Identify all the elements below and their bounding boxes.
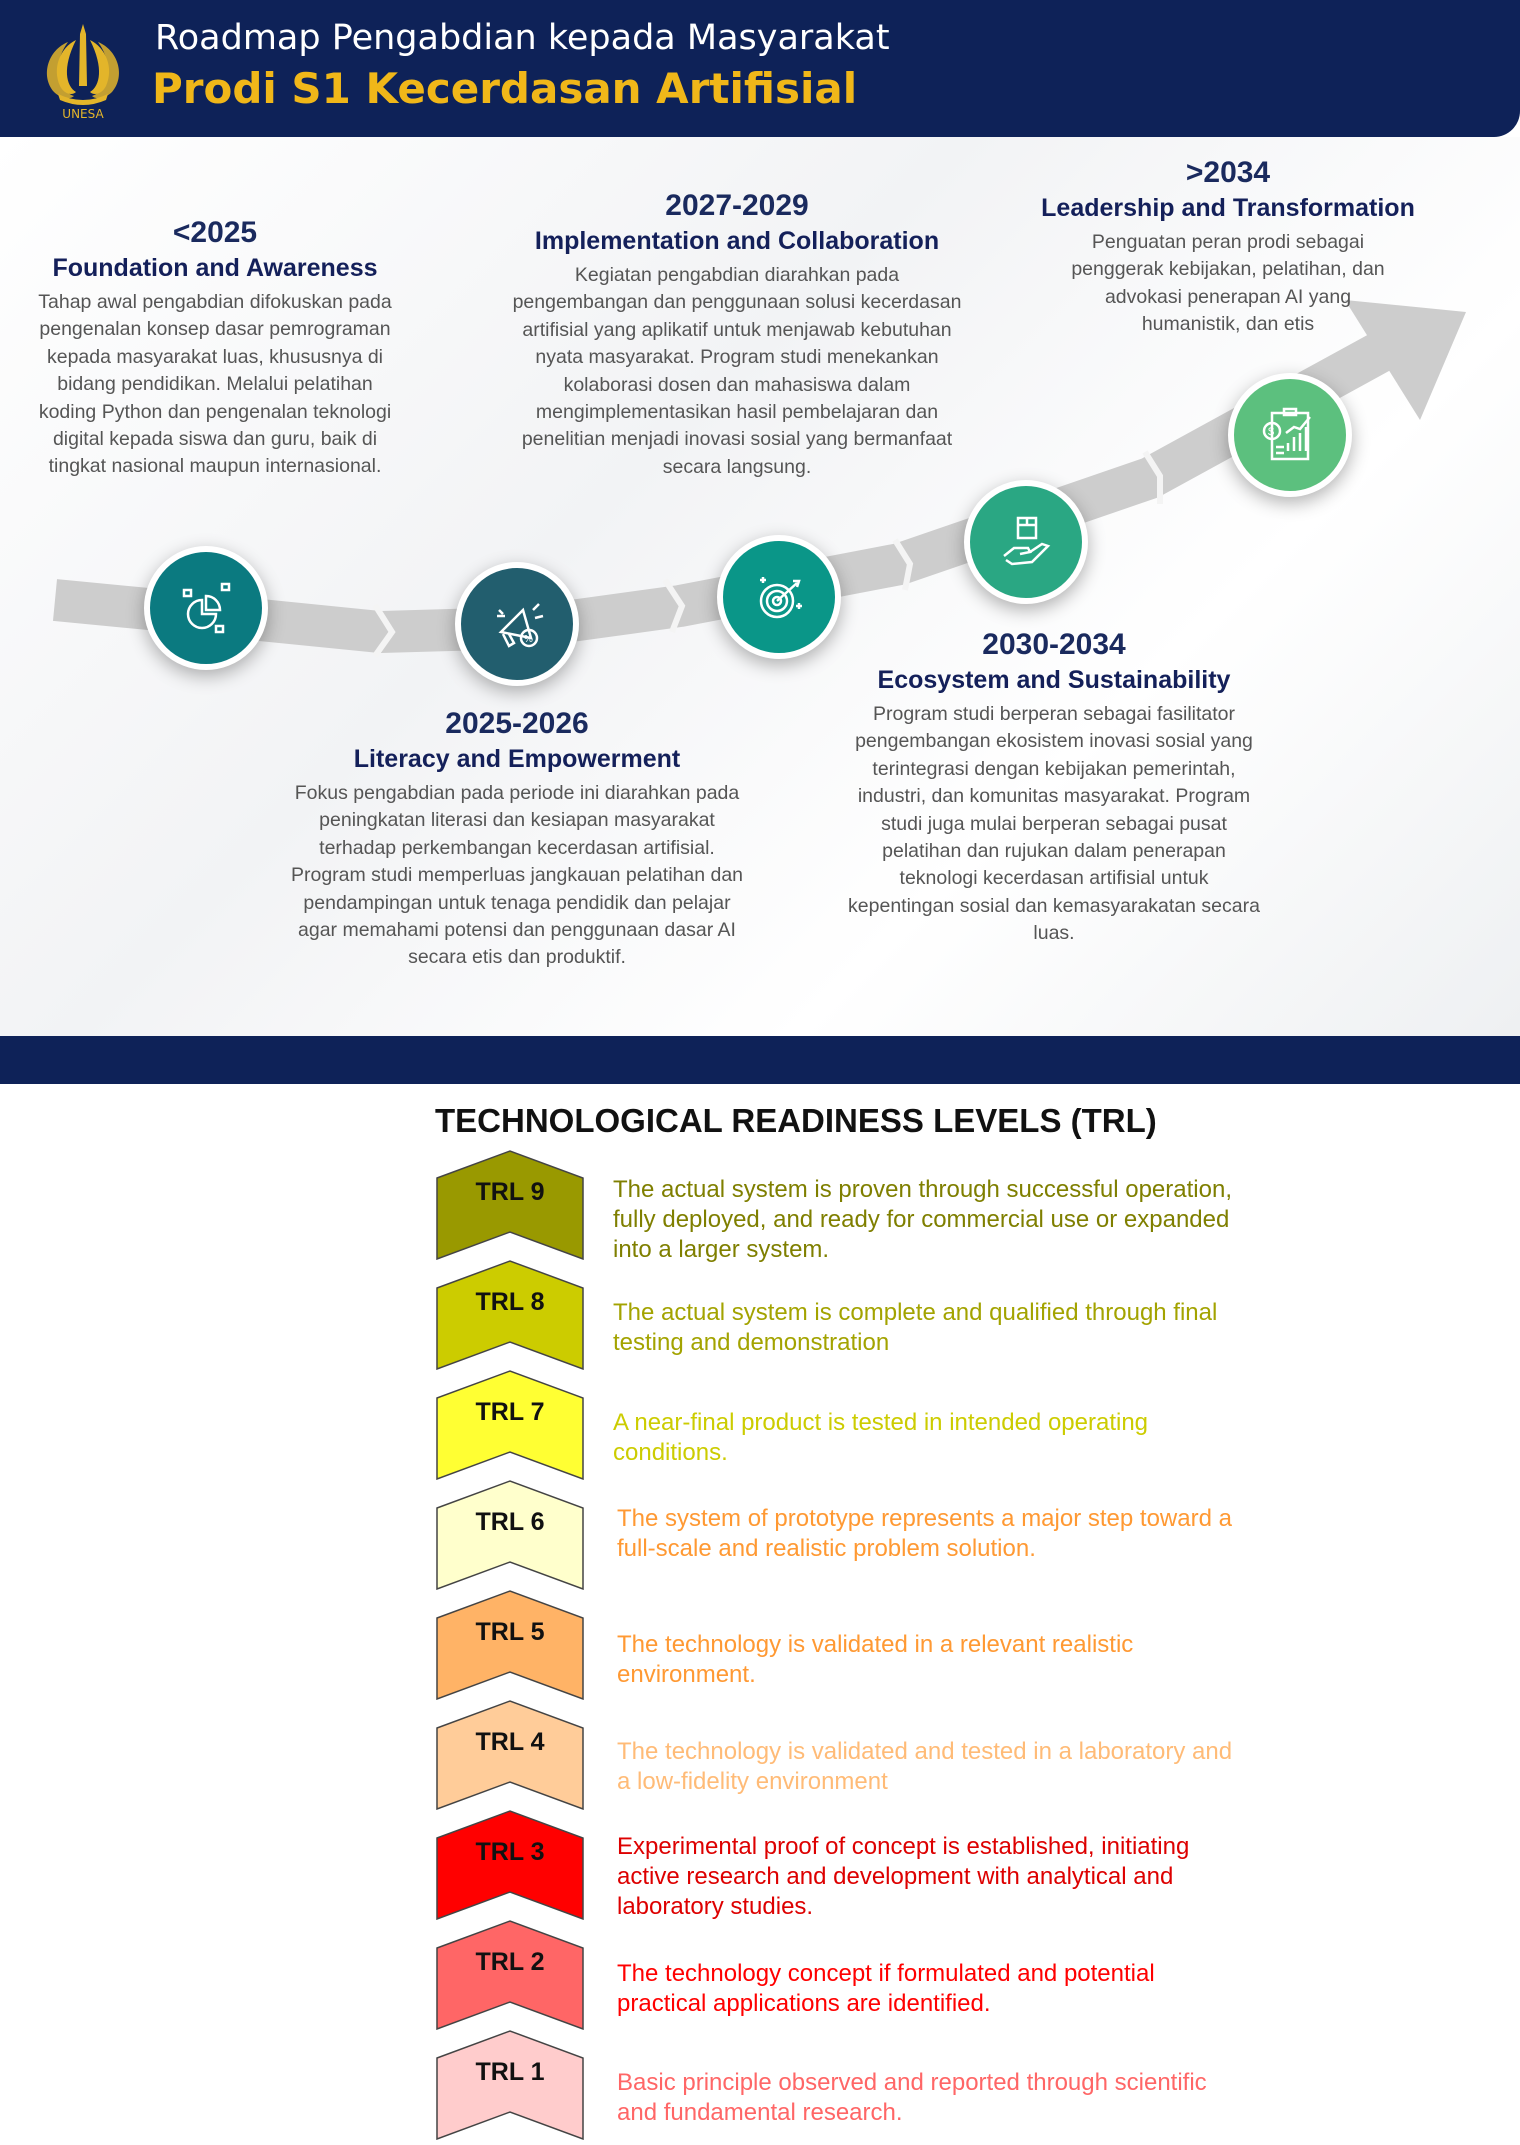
trl-description: The actual system is proven through succ… xyxy=(613,1176,1232,1263)
milestone-body: Fokus pengabdian pada periode ini diarah… xyxy=(290,782,744,969)
milestone-post-2034: >2034 Leadership and Transformation Peng… xyxy=(998,155,1458,339)
svg-text:$: $ xyxy=(1268,426,1274,438)
milestone-2030-2034: 2030-2034 Ecosystem and Sustainability P… xyxy=(824,627,1284,948)
trl-label: TRL 6 xyxy=(475,1508,545,1536)
megaphone-icon: % xyxy=(455,562,579,686)
milestone-title: Literacy and Empowerment xyxy=(353,745,681,773)
hand-box-icon xyxy=(964,480,1088,604)
trl-chevron: TRL 7 xyxy=(436,1370,584,1481)
pie-chart-analysis-icon xyxy=(144,546,268,670)
svg-text:%: % xyxy=(524,634,533,645)
section-divider-band xyxy=(0,1036,1520,1084)
trl-label: TRL 4 xyxy=(475,1728,545,1756)
trl-description: Basic principle observed and reported th… xyxy=(617,2069,1207,2126)
trl-description: The system of prototype represents a maj… xyxy=(617,1505,1232,1562)
page-subtitle: Prodi S1 Kecerdasan Artifisial xyxy=(152,64,858,113)
page-title: Roadmap Pengabdian kepada Masyarakat xyxy=(155,18,890,58)
trl-chevron: TRL 6 xyxy=(436,1480,584,1591)
milestone-2027-2029: 2027-2029 Implementation and Collaborati… xyxy=(507,188,967,481)
trl-chevron: TRL 4 xyxy=(436,1700,584,1811)
trl-chevron: TRL 9 xyxy=(436,1150,584,1261)
milestone-period: <2025 xyxy=(172,216,258,249)
milestone-title: Leadership and Transformation xyxy=(1041,194,1415,222)
trl-label: TRL 9 xyxy=(475,1178,545,1206)
trl-chevron: TRL 2 xyxy=(436,1920,584,2031)
trl-description: The actual system is complete and qualif… xyxy=(613,1299,1218,1356)
trl-label: TRL 3 xyxy=(475,1838,545,1866)
milestone-title: Foundation and Awareness xyxy=(52,254,378,282)
milestone-pre-2025: <2025 Foundation and Awareness Tahap awa… xyxy=(0,215,445,481)
trl-label: TRL 8 xyxy=(475,1288,545,1316)
milestone-title: Implementation and Collaboration xyxy=(534,227,940,255)
trl-label: TRL 5 xyxy=(475,1618,545,1646)
report-chart-icon: $ xyxy=(1228,373,1352,497)
trl-description: The technology concept if formulated and… xyxy=(617,1960,1155,2017)
milestone-body: Penguatan peran prodi sebagai penggerak … xyxy=(1071,231,1385,336)
trl-label: TRL 2 xyxy=(475,1948,545,1976)
milestone-title: Ecosystem and Sustainability xyxy=(877,666,1231,694)
trl-description: Experimental proof of concept is establi… xyxy=(617,1833,1190,1920)
trl-label: TRL 7 xyxy=(475,1398,545,1426)
trl-description: The technology is validated and tested i… xyxy=(617,1738,1233,1795)
milestone-period: >2034 xyxy=(1185,156,1271,189)
milestone-period: 2030-2034 xyxy=(982,628,1126,661)
milestone-period: 2027-2029 xyxy=(665,189,809,222)
target-icon xyxy=(717,535,841,659)
milestone-body: Tahap awal pengabdian difokuskan pada pe… xyxy=(38,291,392,478)
milestone-2025-2026: 2025-2026 Literacy and Empowerment Fokus… xyxy=(287,706,747,972)
milestone-body: Kegiatan pengabdian diarahkan pada penge… xyxy=(512,264,962,478)
trl-chevron: TRL 1 xyxy=(436,2030,584,2141)
svg-text:UNESA: UNESA xyxy=(62,107,104,120)
milestone-period: 2025-2026 xyxy=(445,707,589,740)
trl-chevron: TRL 3 xyxy=(436,1810,584,1921)
unesa-logo: UNESA xyxy=(46,24,120,120)
trl-title: TECHNOLOGICAL READINESS LEVELS (TRL) xyxy=(435,1102,1157,1139)
trl-label: TRL 1 xyxy=(475,2058,545,2086)
header-banner: UNESA Roadmap Pengabdian kepada Masyarak… xyxy=(0,0,1520,137)
trl-chevron: TRL 5 xyxy=(436,1590,584,1701)
trl-chevron: TRL 8 xyxy=(436,1260,584,1371)
trl-description: The technology is validated in a relevan… xyxy=(617,1631,1134,1688)
trl-description: A near-final product is tested in intend… xyxy=(613,1409,1149,1466)
milestone-body: Program studi berperan sebagai fasilitat… xyxy=(848,703,1260,945)
